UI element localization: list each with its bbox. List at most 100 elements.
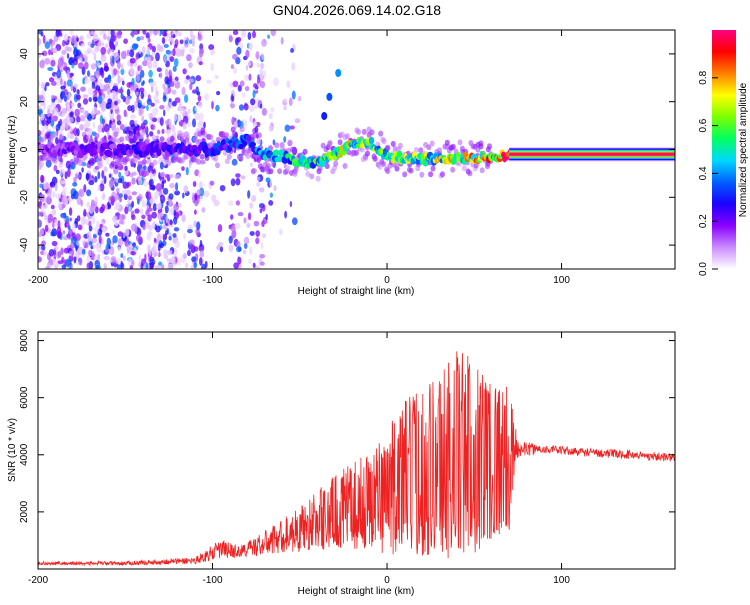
spectrogram-noise-blob [159,117,164,126]
spectrogram-noise-blob [146,104,149,111]
spectrogram-halo-blob [419,171,425,178]
spectrogram-halo-blob [327,140,333,147]
spectrogram-halo-blob [440,171,445,178]
spectrogram-noise-blob [62,39,66,47]
spectrogram-noise-blob [252,262,256,268]
spectrogram-noise-blob [57,250,62,258]
spectrogram-noise-blob [60,85,66,90]
spectrogram-noise-blob [192,181,197,187]
spectrogram-noise-blob [97,253,100,261]
spectrogram-noise-blob [157,202,162,209]
spectrogram-noise-blob [136,36,141,42]
spectrogram-noise-blob [140,122,146,130]
spectrogram-noise-blob [150,102,155,107]
spectrogram-noise-blob [115,40,119,47]
spectrogram-noise-blob [71,35,76,44]
spectrogram-noise-blob [63,33,69,42]
spectrogram-halo-blob [94,132,100,139]
spectrogram-noise-blob [177,31,183,37]
spectrogram-noise-blob [251,195,257,202]
spectrogram-noise-blob [250,168,256,175]
spectrogram-noise-blob [103,123,110,133]
colorbar-tick-label: 0.4 [698,166,709,180]
spectrogram-noise-blob [259,187,265,193]
spectrogram-noise-blob [91,215,96,225]
spectrogram-noise-blob [156,129,161,135]
spectrogram-noise-blob [91,81,95,89]
spectrogram-noise-blob [270,30,276,37]
spectrogram-noise-blob [100,54,107,62]
spectrogram-noise-blob [255,237,260,245]
spectrogram-noise-blob [177,114,182,122]
spectrogram-noise-blob [134,101,138,108]
spectrogram-halo-blob [450,143,456,150]
spectrogram-noise-blob [136,234,141,242]
spectrogram-noise-blob [144,170,150,176]
spectrogram-halo-blob [277,168,283,175]
spectrogram-noise-blob [73,176,77,184]
spectrogram-noise-blob [124,165,128,171]
spectrogram-noise-blob [121,63,124,71]
spectrogram-noise-blob [229,103,236,108]
spectrogram-noise-blob [41,82,45,89]
spectrogram-noise-blob [146,191,152,200]
spectrogram-noise-blob [38,109,43,115]
spectrogram-noise-blob [164,205,169,214]
spectrogram-noise-blob [201,263,207,269]
spectrogram-noise-blob [166,249,173,256]
spectrogram-noise-blob [147,244,151,254]
spectrogram-noise-blob [105,158,110,165]
spectrogram-noise-blob [161,37,166,44]
snr-x-ticks: -200 -100 0 100 [28,332,570,586]
spectrogram-noise-blob [156,43,161,52]
spectrogram-noise-blob [174,174,181,180]
spectrogram-noise-blob [254,125,259,134]
spectrogram-noise-blob [101,227,107,232]
spectrogram-halo-blob [256,132,262,139]
spectrogram-halo-blob [320,142,326,149]
spectrogram-noise-blob [163,44,169,48]
spectrogram-noise-blob [255,230,260,238]
spectrogram-noise-blob [76,241,80,246]
snr-x-tick-label: -200 [28,575,48,586]
spectrogram-noise-blob [151,169,155,174]
spectrogram-noise-blob [96,61,100,67]
spectrogram-noise-blob [46,196,52,205]
spectrogram-noise-blob [230,178,236,187]
spectrogram-noise-blob [75,94,81,100]
spectrogram-noise-blob [213,199,220,207]
spectrogram-halo-blob [53,131,59,138]
spectrogram-noise-blob [65,258,72,267]
spectrogram-noise-blob [61,108,68,115]
spectrogram-noise-blob [83,123,87,131]
spectrogram-halo-blob [461,165,467,172]
spectrogram-noise-blob [73,83,79,88]
spectrogram-noise-blob [106,87,112,95]
spectrogram-noise-blob [209,180,215,186]
spectrogram-noise-blob [165,173,169,179]
spectrogram-halo-blob [359,146,365,153]
spectrogram-noise-blob [90,30,95,36]
spectrogram-noise-blob [90,43,95,48]
spectrogram-noise-blob [192,89,197,94]
spectrogram-noise-blob [243,217,247,224]
spectrogram-noise-blob [147,112,152,117]
spectrogram-noise-blob [50,204,55,210]
spectrogram-noise-blob [199,187,205,197]
colorbar-tick-label: 0.2 [698,214,709,228]
spectrogram-noise-blob [129,265,133,269]
spectrogram-noise-blob [72,182,78,187]
spectrogram-noise-blob [73,54,78,62]
spectrogram-noise-blob [197,102,203,109]
spectrogram-noise-blob [146,233,152,241]
spectrogram-noise-blob [76,37,79,42]
spectrogram-noise-blob [51,240,58,247]
spectrogram-noise-blob [92,33,99,42]
snr-x-tick-label: 0 [384,575,390,586]
spectrogram-noise-blob [181,166,185,172]
spectrogram-noise-blob [171,124,176,133]
spectrogram-noise-blob [43,119,47,125]
snr-y-tick-label: 8000 [19,329,30,352]
spectrogram-noise-blob [61,195,67,205]
spectrogram-noise-blob [114,107,120,115]
